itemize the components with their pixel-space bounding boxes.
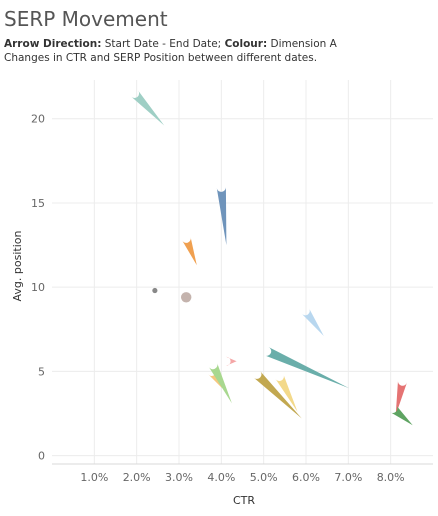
x-tick-label: 1.0% [80, 471, 108, 484]
y-tick-label: 5 [38, 365, 45, 378]
y-tick-label: 0 [38, 450, 45, 463]
movement-arrow-6 [301, 308, 324, 336]
movement-arrow-7 [264, 347, 350, 389]
subtitle-text-colour: Dimension A [267, 38, 337, 50]
movement-arrow-2 [216, 187, 227, 246]
x-tick-label: 8.0% [377, 471, 405, 484]
subtitle-line-2: Changes in CTR and SERP Position between… [4, 52, 318, 64]
chart-title: SERP Movement [4, 7, 168, 31]
x-tick-label: 4.0% [207, 471, 235, 484]
x-tick-label: 5.0% [250, 471, 278, 484]
movement-arrow-8 [226, 356, 237, 366]
y-axis-title: Avg. position [11, 231, 24, 302]
grid-layer [52, 80, 433, 464]
subtitle-line-1: Arrow Direction: Start Date - End Date; … [4, 37, 434, 51]
subtitle-label-colour: Colour: [224, 38, 268, 50]
subtitle-label-arrow-direction: Arrow Direction: [4, 38, 102, 50]
movement-arrow-12 [275, 374, 298, 412]
chart-subtitle: Arrow Direction: Start Date - End Date; … [4, 37, 434, 65]
movement-arrow-1 [131, 90, 165, 126]
x-tick-label: 7.0% [334, 471, 362, 484]
movement-arrow-10 [208, 362, 232, 404]
subtitle-text-arrow-direction: Start Date - End Date; [101, 38, 225, 50]
y-tick-label: 15 [31, 197, 45, 210]
y-tick-label: 20 [31, 113, 45, 126]
x-axis-title: CTR [233, 494, 255, 507]
movement-point-4 [152, 287, 158, 294]
movement-arrow-3 [181, 236, 197, 266]
movement-arrow-13 [395, 380, 407, 416]
x-tick-label: 3.0% [165, 471, 193, 484]
marks-layer [131, 90, 413, 426]
movement-arrow-14 [389, 404, 413, 426]
y-tick-label: 10 [31, 281, 45, 294]
x-tick-label: 2.0% [123, 471, 151, 484]
axis-layer: 1.0% 2.0% 3.0% 4.0% 5.0% 6.0% 7.0% 8.0% 0 5 10 15 20 [31, 113, 433, 484]
movement-arrow-11 [254, 371, 302, 419]
movement-arrow-9 [207, 368, 223, 389]
x-tick-label: 6.0% [292, 471, 320, 484]
movement-point-5 [180, 292, 192, 303]
